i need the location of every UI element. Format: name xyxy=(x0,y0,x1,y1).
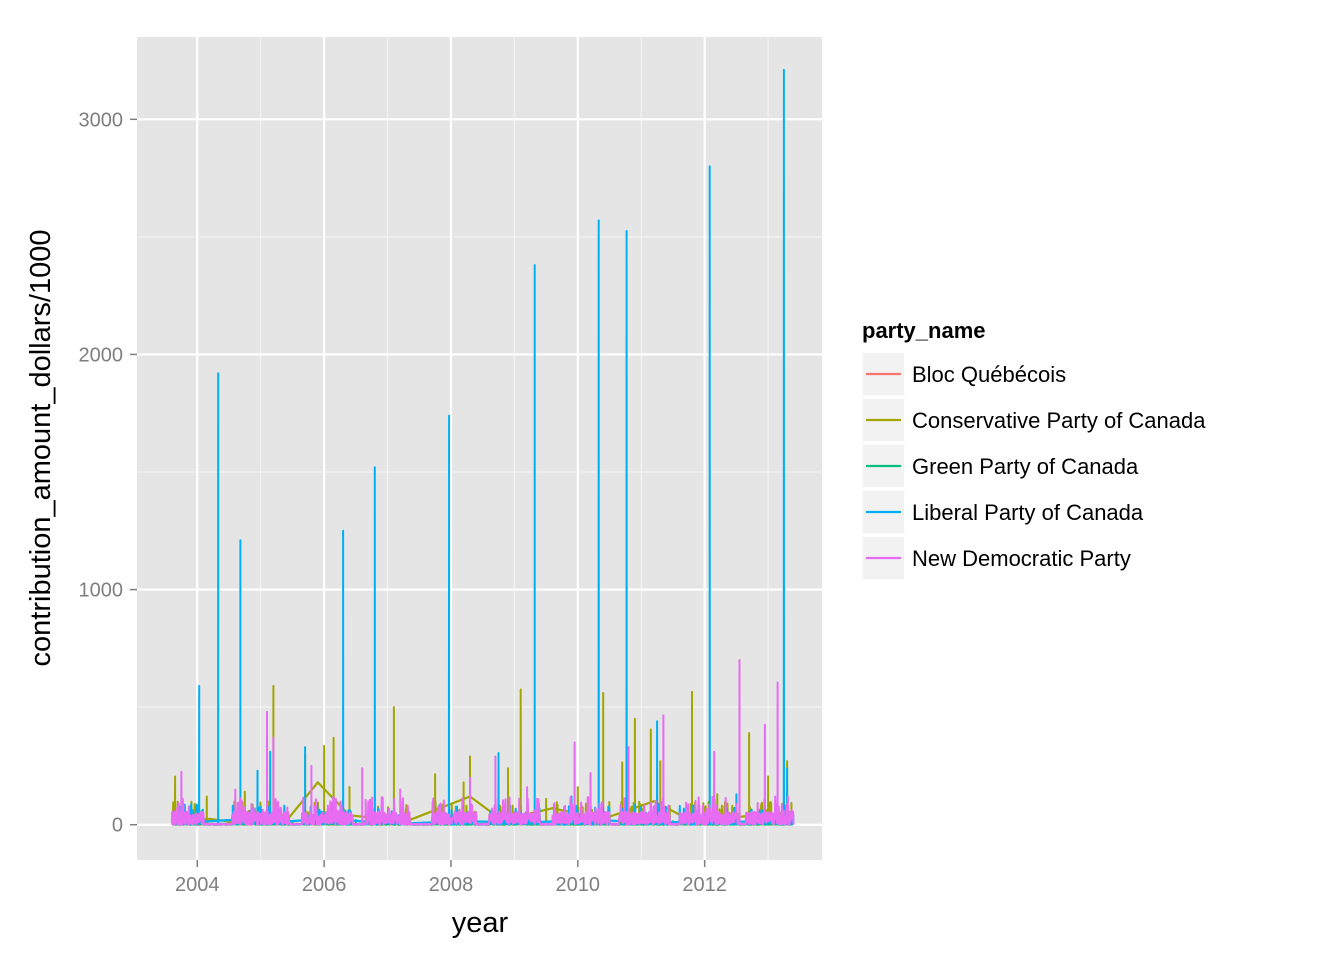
legend-label: New Democratic Party xyxy=(912,546,1131,571)
y-tick-label: 0 xyxy=(112,815,123,837)
x-tick-label: 2008 xyxy=(429,874,474,896)
y-tick-label: 1000 xyxy=(79,580,124,602)
data-layer xyxy=(170,68,795,826)
legend-item: Bloc Québécois xyxy=(861,351,1066,397)
x-tick-label: 2006 xyxy=(302,874,347,896)
y-axis-title: contribution_amount_dollars/1000 xyxy=(25,230,57,667)
y-tick-label: 3000 xyxy=(79,109,124,131)
legend-label: Liberal Party of Canada xyxy=(912,500,1144,525)
x-tick-label: 2010 xyxy=(556,874,601,896)
series-new-democratic-party xyxy=(170,659,795,826)
legend-item: New Democratic Party xyxy=(861,535,1131,581)
x-tick-label: 2012 xyxy=(682,874,727,896)
legend-label: Conservative Party of Canada xyxy=(912,408,1206,433)
legend-label: Bloc Québécois xyxy=(912,362,1066,387)
legend-item: Green Party of Canada xyxy=(861,443,1139,489)
x-axis: 2004 2006 2008 2010 2012 xyxy=(175,860,727,896)
legend-item: Conservative Party of Canada xyxy=(861,397,1206,443)
x-tick-label: 2004 xyxy=(175,874,220,896)
legend: party_name Bloc Québécois Conservative Pa… xyxy=(861,318,1206,581)
y-axis: 0 1000 2000 3000 xyxy=(79,109,137,837)
x-axis-title: year xyxy=(452,907,509,939)
series-line xyxy=(170,659,795,826)
legend-label: Green Party of Canada xyxy=(912,454,1139,479)
legend-title: party_name xyxy=(862,318,986,343)
y-tick-label: 2000 xyxy=(79,344,124,366)
legend-item: Liberal Party of Canada xyxy=(861,489,1144,535)
grid-minor xyxy=(137,37,822,860)
panel-background xyxy=(137,37,822,860)
